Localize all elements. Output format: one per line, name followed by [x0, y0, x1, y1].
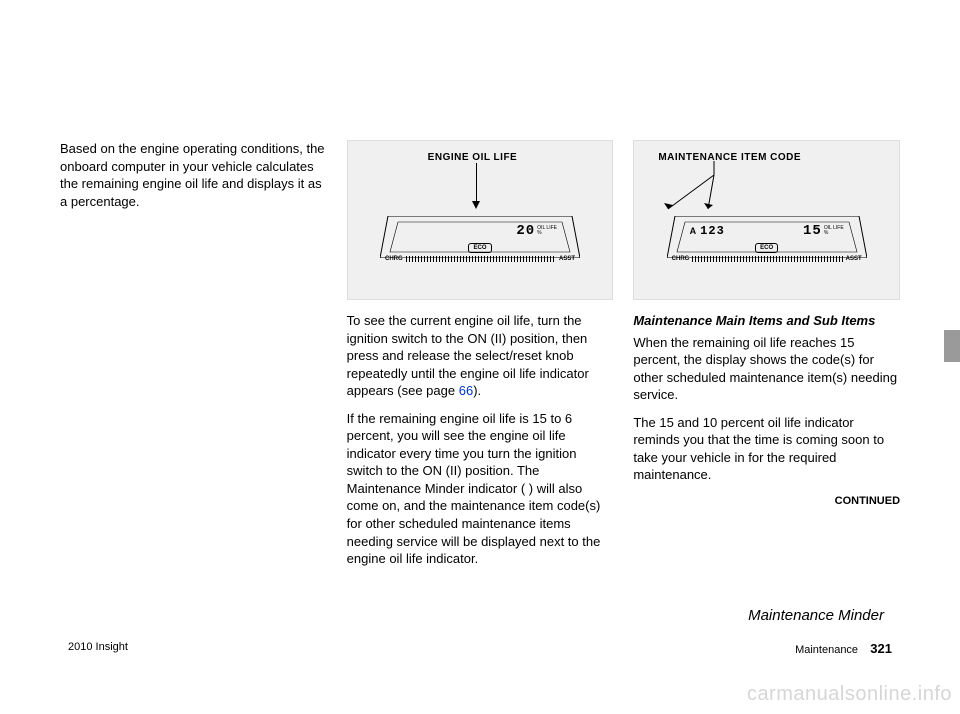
eco-badge: ECO	[468, 243, 491, 253]
oil-life-unit: %	[537, 231, 557, 236]
footer-left: 2010 Insight	[68, 640, 128, 658]
code-digits: 123	[700, 223, 725, 239]
chrg-label: CHRG	[385, 255, 403, 263]
col2-paragraph-1: To see the current engine oil life, turn…	[347, 312, 614, 400]
asst-label-2: ASST	[846, 255, 862, 263]
page-number: 321	[870, 641, 892, 656]
footer: 2010 Insight Maintenance 321	[60, 640, 900, 658]
continued-label: CONTINUED	[633, 494, 900, 509]
footer-section: Maintenance	[795, 644, 858, 656]
display-panel-code: A 123 15 OIL LIFE % ECO	[672, 222, 862, 263]
col1-paragraph-1: Based on the engine operating conditions…	[60, 140, 327, 210]
footer-right: Maintenance 321	[795, 640, 892, 658]
display-panel-oil: 20 OIL LIFE % ECO CHRG ASST	[385, 222, 575, 263]
col3-paragraph-1: When the remaining oil life reaches 15 p…	[633, 334, 900, 404]
side-tab	[944, 330, 960, 362]
bar-gauge-icon	[406, 256, 556, 262]
col3-paragraph-2: The 15 and 10 percent oil life indicator…	[633, 414, 900, 484]
bar-gauge-icon-2	[692, 256, 842, 262]
column-3: MAINTENANCE ITEM CODE A	[633, 140, 900, 578]
eco-badge-2: ECO	[755, 243, 778, 253]
arrow-branch-svg	[654, 161, 774, 219]
column-2: ENGINE OIL LIFE 20 OIL LIFE %	[347, 140, 614, 578]
col2-paragraph-2: If the remaining engine oil life is 15 t…	[347, 410, 614, 568]
col2-p1-b: ).	[473, 383, 481, 398]
oil-life-value: 20	[516, 222, 535, 241]
code-letter: A	[690, 225, 697, 237]
column-1: Based on the engine operating conditions…	[60, 140, 327, 578]
watermark: carmanualsonline.info	[747, 681, 952, 708]
asst-label: ASST	[559, 255, 575, 263]
oil-life-unit-2: %	[824, 231, 844, 236]
figure-engine-oil-life: ENGINE OIL LIFE 20 OIL LIFE %	[347, 140, 614, 300]
col3-subhead: Maintenance Main Items and Sub Items	[633, 312, 900, 330]
chrg-label-2: CHRG	[672, 255, 690, 263]
page-ref-link[interactable]: 66	[459, 383, 473, 398]
figure-maintenance-code: MAINTENANCE ITEM CODE A	[633, 140, 900, 300]
oil-life-value-2: 15	[803, 222, 822, 241]
arrow-head-icon	[472, 201, 480, 209]
page-title: Maintenance Minder	[60, 606, 900, 626]
page-content: Based on the engine operating conditions…	[60, 140, 900, 658]
figure-label-oil: ENGINE OIL LIFE	[428, 151, 518, 165]
arrow-stem-1	[476, 163, 477, 203]
columns: Based on the engine operating conditions…	[60, 140, 900, 578]
